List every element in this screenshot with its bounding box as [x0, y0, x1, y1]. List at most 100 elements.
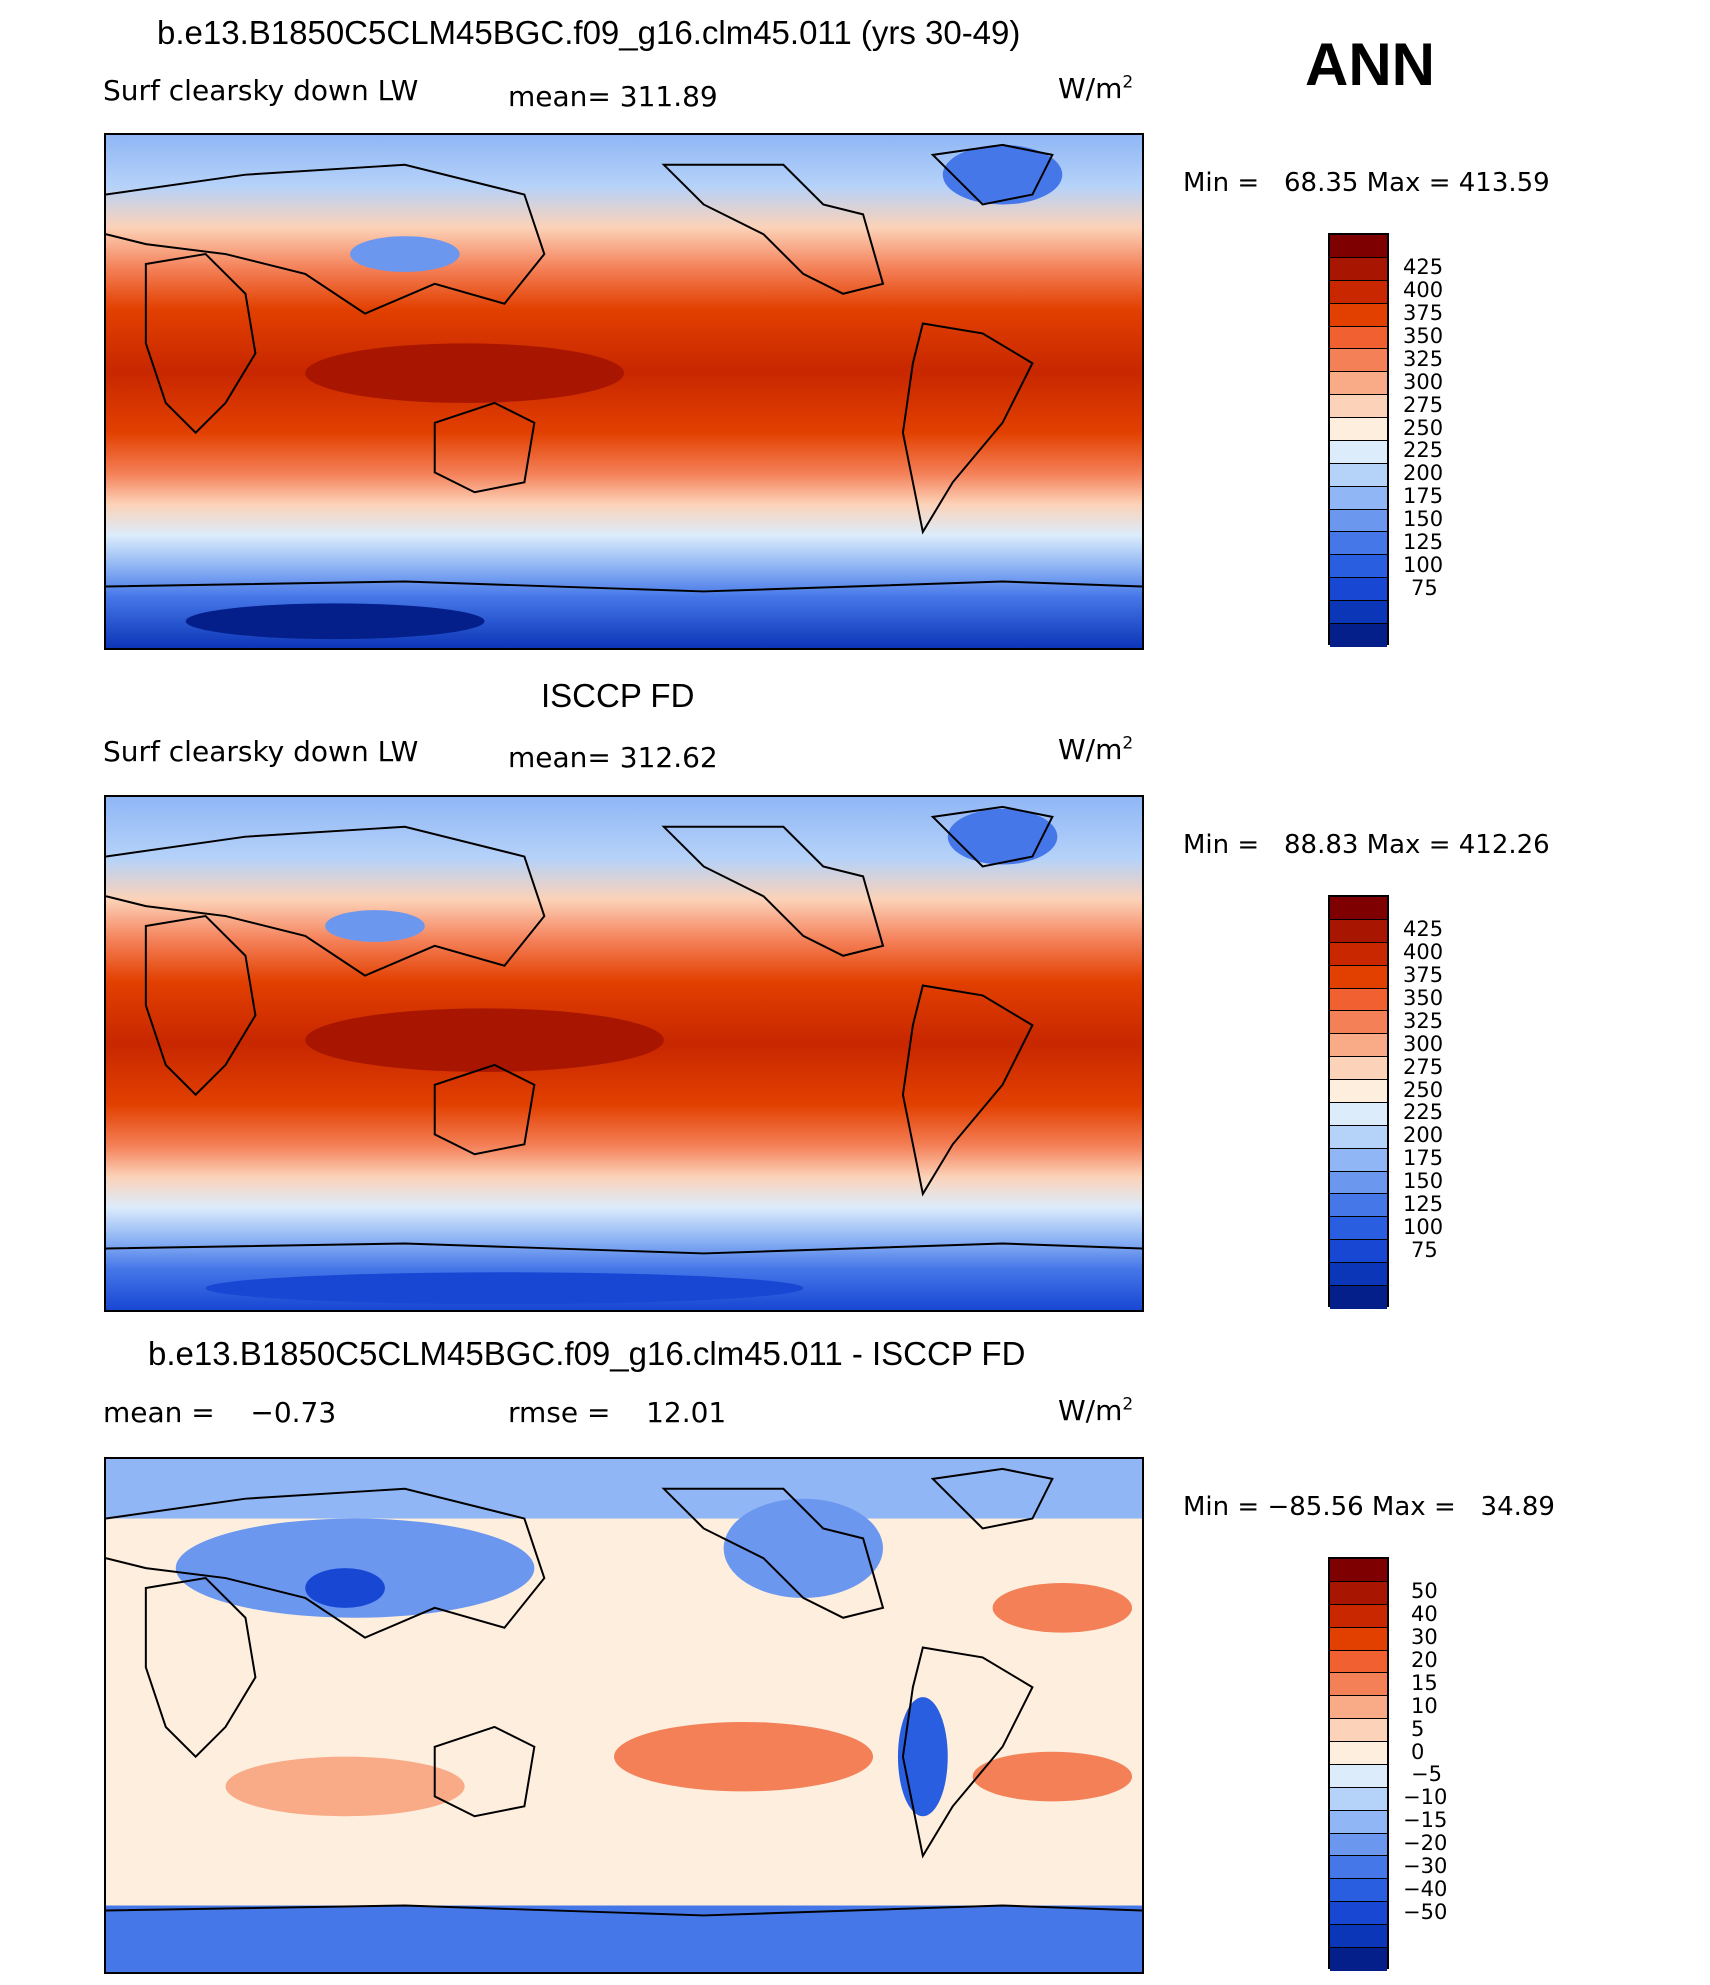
season-label: ANN: [1305, 31, 1435, 98]
colorbar-tick-label: 325: [1403, 346, 1444, 371]
colorbar-swatch: [1330, 1856, 1387, 1880]
colorbar-tick-label: −10: [1403, 1785, 1448, 1810]
panel-3-indian-pos: [225, 1756, 465, 1817]
panel-3-andes-neg: [897, 1697, 948, 1817]
panel-1-field: [106, 135, 1142, 648]
colorbar-swatch: [1330, 326, 1387, 350]
panel-3-coastlines: [106, 1467, 1142, 1917]
colorbar-swatch: [1330, 1650, 1387, 1674]
colorbar-tick-label: 350: [1403, 986, 1444, 1010]
colorbar-swatch: [1330, 349, 1387, 373]
panel-2-antarctica-low: [205, 1272, 804, 1305]
colorbar-swatch: [1330, 395, 1387, 418]
colorbar-tick-label: 275: [1403, 392, 1444, 417]
panel-3-colorbar: [1328, 1557, 1389, 1971]
colorbar-swatch: [1330, 235, 1387, 258]
colorbar-tick-label: 275: [1403, 1054, 1444, 1079]
panel-1-variable-label: Surf clearsky down LW: [103, 74, 419, 107]
colorbar-swatch: [1330, 1285, 1387, 1309]
panel-1-antarctica-low: [185, 603, 485, 640]
colorbar-tick-label: 50: [1411, 1579, 1438, 1604]
panel-1-map: [104, 133, 1144, 650]
colorbar-swatch: [1330, 1810, 1387, 1834]
panel-3-north-atlantic-pos: [992, 1583, 1133, 1633]
panel-3-north-band: [106, 1459, 1142, 1519]
panel-1-coastlines: [106, 143, 1142, 593]
colorbar-swatch: [1330, 1742, 1387, 1765]
colorbar-tick-label: −20: [1403, 1831, 1448, 1856]
panel-1-units: W/m2: [1058, 72, 1134, 105]
panel-2-tibet-low: [325, 910, 425, 942]
panel-2-mean-label: mean= 312.62: [508, 741, 718, 774]
colorbar-tick-label: 150: [1403, 507, 1444, 532]
colorbar-tick-label: 425: [1403, 255, 1444, 280]
colorbar-swatch: [1330, 965, 1387, 989]
colorbar-swatch: [1330, 257, 1387, 281]
panel-2-variable-label: Surf clearsky down LW: [103, 735, 419, 768]
colorbar-swatch: [1330, 1263, 1387, 1286]
colorbar-swatch: [1330, 372, 1387, 396]
panel-2-colorbar: [1328, 895, 1389, 1309]
colorbar-tick-label: 225: [1403, 1100, 1444, 1125]
colorbar-swatch: [1330, 1604, 1387, 1628]
colorbar-swatch: [1330, 532, 1387, 556]
panel-2-map: [104, 795, 1144, 1312]
colorbar-tick-label: 175: [1403, 484, 1444, 509]
colorbar-swatch: [1330, 1240, 1387, 1263]
colorbar-tick-label: 10: [1411, 1693, 1438, 1718]
colorbar-swatch: [1330, 1833, 1387, 1857]
colorbar-swatch: [1330, 1581, 1387, 1605]
colorbar-swatch: [1330, 1217, 1387, 1241]
colorbar-tick-label: 0: [1411, 1739, 1425, 1764]
colorbar-swatch: [1330, 303, 1387, 327]
colorbar-swatch: [1330, 601, 1387, 624]
colorbar-tick-label: 400: [1403, 278, 1444, 303]
colorbar-swatch: [1330, 1879, 1387, 1903]
colorbar-swatch: [1330, 486, 1387, 510]
colorbar-swatch: [1330, 1764, 1387, 1788]
panel-2-title: ISCCP FD: [541, 677, 695, 714]
colorbar-swatch: [1330, 1559, 1387, 1582]
panel-2-warm-pool: [305, 1008, 664, 1072]
panel-1-warm-pool: [305, 343, 624, 403]
panel-1-title: b.e13.B1850C5CLM45BGC.f09_g16.clm45.011 …: [157, 14, 1021, 51]
colorbar-swatch: [1330, 1034, 1387, 1058]
panel-3-pacific-pos: [614, 1721, 874, 1792]
colorbar-tick-label: −40: [1403, 1876, 1448, 1901]
colorbar-swatch: [1330, 1171, 1387, 1195]
panel-3-tibet-neg: [305, 1568, 385, 1608]
panel-2-minmax: Min = 88.83 Max = 412.26: [1183, 830, 1550, 860]
panel-3-minmax: Min = −85.56 Max = 34.89: [1183, 1492, 1555, 1522]
colorbar-tick-label: 250: [1403, 415, 1444, 440]
panel-3-south-atlantic-pos: [972, 1751, 1133, 1802]
colorbar-swatch: [1330, 1902, 1387, 1925]
colorbar-tick-label: 150: [1403, 1169, 1444, 1194]
panel-3-south-band: [106, 1905, 1142, 1972]
colorbar-swatch: [1330, 897, 1387, 920]
colorbar-swatch: [1330, 988, 1387, 1012]
colorbar-tick-label: 125: [1403, 530, 1444, 554]
colorbar-swatch: [1330, 440, 1387, 464]
colorbar-swatch: [1330, 1057, 1387, 1080]
colorbar-swatch: [1330, 623, 1387, 647]
panel-2-units: W/m2: [1058, 733, 1134, 766]
colorbar-tick-label: −5: [1411, 1762, 1442, 1787]
colorbar-tick-label: 225: [1403, 438, 1444, 463]
panel-3-units: W/m2: [1058, 1394, 1134, 1427]
colorbar-swatch: [1330, 919, 1387, 943]
colorbar-swatch: [1330, 1194, 1387, 1218]
panel-1-mean-label: mean= 311.89: [508, 80, 718, 113]
panel-3-rmse-label: rmse = 12.01: [508, 1396, 727, 1429]
colorbar-swatch: [1330, 463, 1387, 487]
panel-3-title: b.e13.B1850C5CLM45BGC.f09_g16.clm45.011 …: [148, 1335, 1026, 1372]
colorbar-tick-label: 100: [1403, 1214, 1444, 1239]
panel-2-coastlines: [106, 805, 1142, 1255]
colorbar-swatch: [1330, 1719, 1387, 1742]
colorbar-tick-label: 30: [1411, 1625, 1438, 1650]
colorbar-tick-label: 125: [1403, 1192, 1444, 1216]
colorbar-tick-label: −15: [1403, 1808, 1448, 1833]
panel-2-greenland-low: [947, 808, 1058, 865]
panel-1-minmax: Min = 68.35 Max = 413.59: [1183, 168, 1550, 198]
colorbar-tick-label: 5: [1411, 1716, 1425, 1741]
colorbar-swatch: [1330, 1673, 1387, 1697]
